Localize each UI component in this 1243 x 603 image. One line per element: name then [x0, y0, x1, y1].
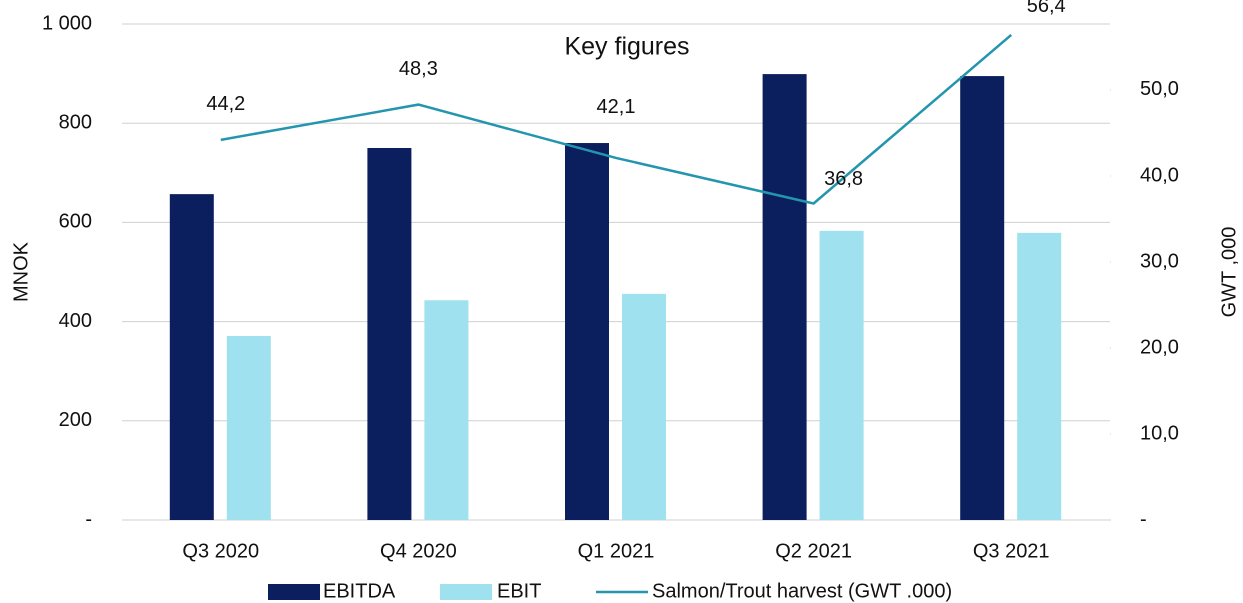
bar [819, 230, 864, 520]
y2-tick-label: 50,0 [1140, 78, 1179, 100]
y2-tick-label: 30,0 [1140, 250, 1179, 272]
legend-label: EBIT [497, 580, 541, 602]
y2-tick-label: 10,0 [1140, 422, 1179, 444]
x-tick-label: Q4 2020 [380, 540, 457, 562]
data-label: 48,3 [399, 58, 438, 80]
y-tick-label: 1 000 [42, 12, 92, 34]
bar [762, 74, 807, 520]
y2-tick-label: - [1140, 508, 1147, 530]
legend-label: EBITDA [323, 580, 396, 602]
y-tick-label: - [85, 508, 92, 530]
data-label: 44,2 [206, 93, 245, 115]
x-tick-label: Q3 2021 [973, 540, 1050, 562]
y-tick-label: 600 [59, 211, 92, 233]
legend-swatch [440, 584, 492, 600]
bar [622, 293, 666, 520]
y-tick-label: 800 [59, 111, 92, 133]
bar [169, 194, 214, 521]
y2-tick-label: 20,0 [1140, 336, 1179, 358]
data-label: 36,8 [824, 168, 863, 190]
bar [424, 300, 469, 520]
legend-label: Salmon/Trout harvest (GWT .000) [652, 580, 952, 602]
legend-swatch [268, 584, 320, 600]
bar [1017, 232, 1062, 521]
line [220, 33, 1013, 205]
y2-axis-label: GWT ,000 [1218, 227, 1240, 318]
y-axis-label: MNOK [10, 241, 32, 302]
bar [226, 335, 271, 520]
y-tick-label: 200 [59, 409, 92, 431]
bar [565, 143, 609, 521]
x-tick-label: Q1 2021 [578, 540, 655, 562]
y-tick-label: 400 [59, 310, 92, 332]
x-tick-label: Q3 2020 [182, 540, 259, 562]
bar [960, 76, 1005, 520]
x-tick-label: Q2 2021 [775, 540, 852, 562]
data-label: 42,1 [597, 96, 636, 118]
bar [367, 148, 412, 520]
y2-tick-label: 40,0 [1140, 164, 1179, 186]
data-label: 56,4 [1027, 0, 1066, 17]
chart-title: Key figures [564, 33, 689, 61]
